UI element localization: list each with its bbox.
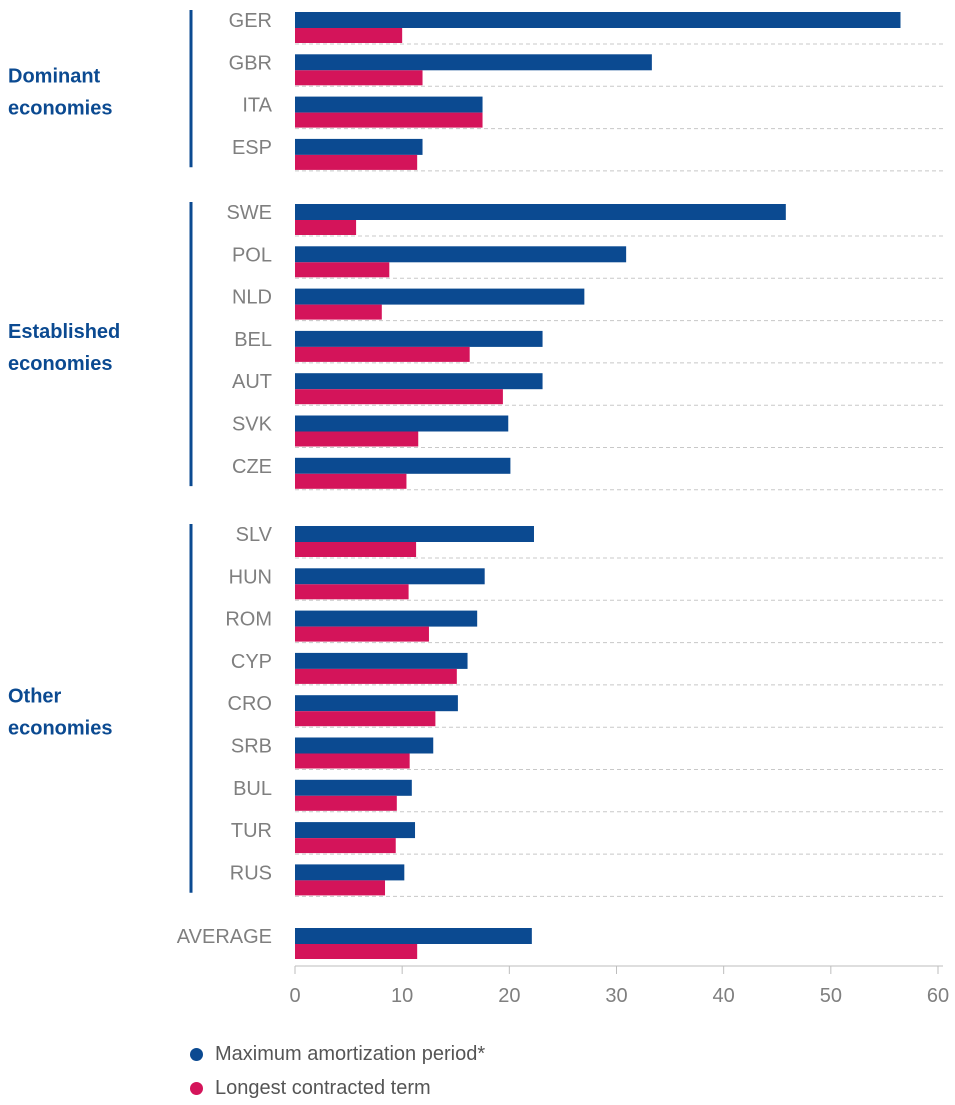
bar-longest-term — [295, 753, 410, 769]
category-label: SRB — [231, 736, 272, 758]
category-label: SVK — [232, 414, 273, 436]
bar-longest-term — [295, 795, 397, 811]
legend: Maximum amortization period* Longest con… — [190, 1037, 485, 1105]
category-label: TUR — [231, 820, 272, 842]
bar-longest-term — [295, 112, 483, 128]
bar-longest-term — [295, 584, 409, 600]
bar-max-amortization — [295, 457, 511, 474]
group-label: economies — [8, 98, 112, 120]
bar-max-amortization — [295, 96, 483, 113]
bar-longest-term — [295, 431, 419, 447]
bar-max-amortization — [295, 526, 534, 542]
bar-max-amortization — [295, 246, 627, 263]
category-label: GBR — [229, 52, 272, 74]
bar-longest-term — [295, 711, 436, 727]
legend-item-max-amortization: Maximum amortization period* — [190, 1037, 485, 1071]
bar-longest-term — [295, 346, 470, 362]
category-label: SWE — [226, 202, 272, 224]
bar-max-amortization — [295, 12, 901, 28]
bar-max-amortization — [295, 204, 786, 220]
group-label: economies — [8, 353, 112, 375]
x-tick-label: 20 — [498, 985, 520, 1007]
category-label: AUT — [232, 371, 272, 393]
bar-max-amortization — [295, 864, 405, 881]
bar-max-amortization — [295, 54, 652, 71]
bar-longest-term — [295, 389, 503, 405]
bar-max-amortization — [295, 373, 543, 390]
bar-longest-term — [295, 473, 407, 489]
category-label: CZE — [232, 456, 272, 478]
bar-longest-term — [295, 70, 423, 86]
category-label: HUN — [229, 566, 272, 588]
category-label: CYP — [231, 651, 272, 673]
bar-max-amortization — [295, 415, 509, 432]
bar-longest-term — [295, 668, 457, 684]
category-label: NLD — [232, 287, 272, 309]
bar-max-amortization — [295, 928, 532, 944]
x-tick-label: 50 — [820, 985, 842, 1007]
category-label: CRO — [228, 693, 272, 715]
bar-max-amortization — [295, 288, 585, 305]
category-label: GER — [229, 10, 272, 32]
group-label: Other — [8, 685, 62, 707]
bar-max-amortization — [295, 822, 416, 839]
legend-dot-blue — [190, 1047, 203, 1061]
category-label: POL — [232, 244, 272, 266]
legend-label: Maximum amortization period* — [215, 1042, 486, 1065]
category-label: ESP — [232, 137, 272, 159]
category-label: BEL — [234, 329, 272, 351]
category-label: ITA — [242, 95, 272, 117]
bar-longest-term — [295, 944, 418, 959]
category-label: AVERAGE — [177, 926, 272, 948]
bar-max-amortization — [295, 695, 458, 712]
bar-longest-term — [295, 262, 390, 278]
x-tick-label: 10 — [391, 985, 413, 1007]
bar-longest-term — [295, 220, 357, 235]
legend-label: Longest contracted term — [215, 1076, 431, 1099]
category-label: BUL — [233, 778, 272, 800]
group-label: Dominant — [8, 66, 101, 88]
bar-longest-term — [295, 542, 417, 557]
group-label: Established — [8, 321, 120, 343]
category-label: ROM — [225, 609, 272, 631]
bar-longest-term — [295, 154, 418, 170]
bar-longest-term — [295, 304, 382, 320]
group-label: economies — [8, 717, 112, 739]
category-label: SLV — [236, 524, 273, 546]
bar-max-amortization — [295, 330, 543, 347]
bar-longest-term — [295, 838, 396, 854]
bar-max-amortization — [295, 737, 434, 754]
x-tick-label: 0 — [289, 985, 300, 1007]
x-tick-label: 40 — [713, 985, 735, 1007]
bar-max-amortization — [295, 138, 423, 155]
bar-longest-term — [295, 626, 429, 642]
bar-longest-term — [295, 880, 386, 896]
category-label: RUS — [230, 862, 272, 884]
bar-max-amortization — [295, 568, 485, 585]
bar-longest-term — [295, 28, 403, 43]
bar-max-amortization — [295, 652, 468, 669]
bar-max-amortization — [295, 610, 478, 627]
x-tick-label: 60 — [927, 985, 949, 1007]
bar-chart: Dominant economies GER GBR ITA ESP Established… — [8, 10, 949, 1007]
bar-max-amortization — [295, 779, 412, 796]
x-tick-label: 30 — [605, 985, 627, 1007]
legend-dot-magenta — [190, 1081, 203, 1095]
legend-item-longest-term: Longest contracted term — [190, 1071, 485, 1105]
